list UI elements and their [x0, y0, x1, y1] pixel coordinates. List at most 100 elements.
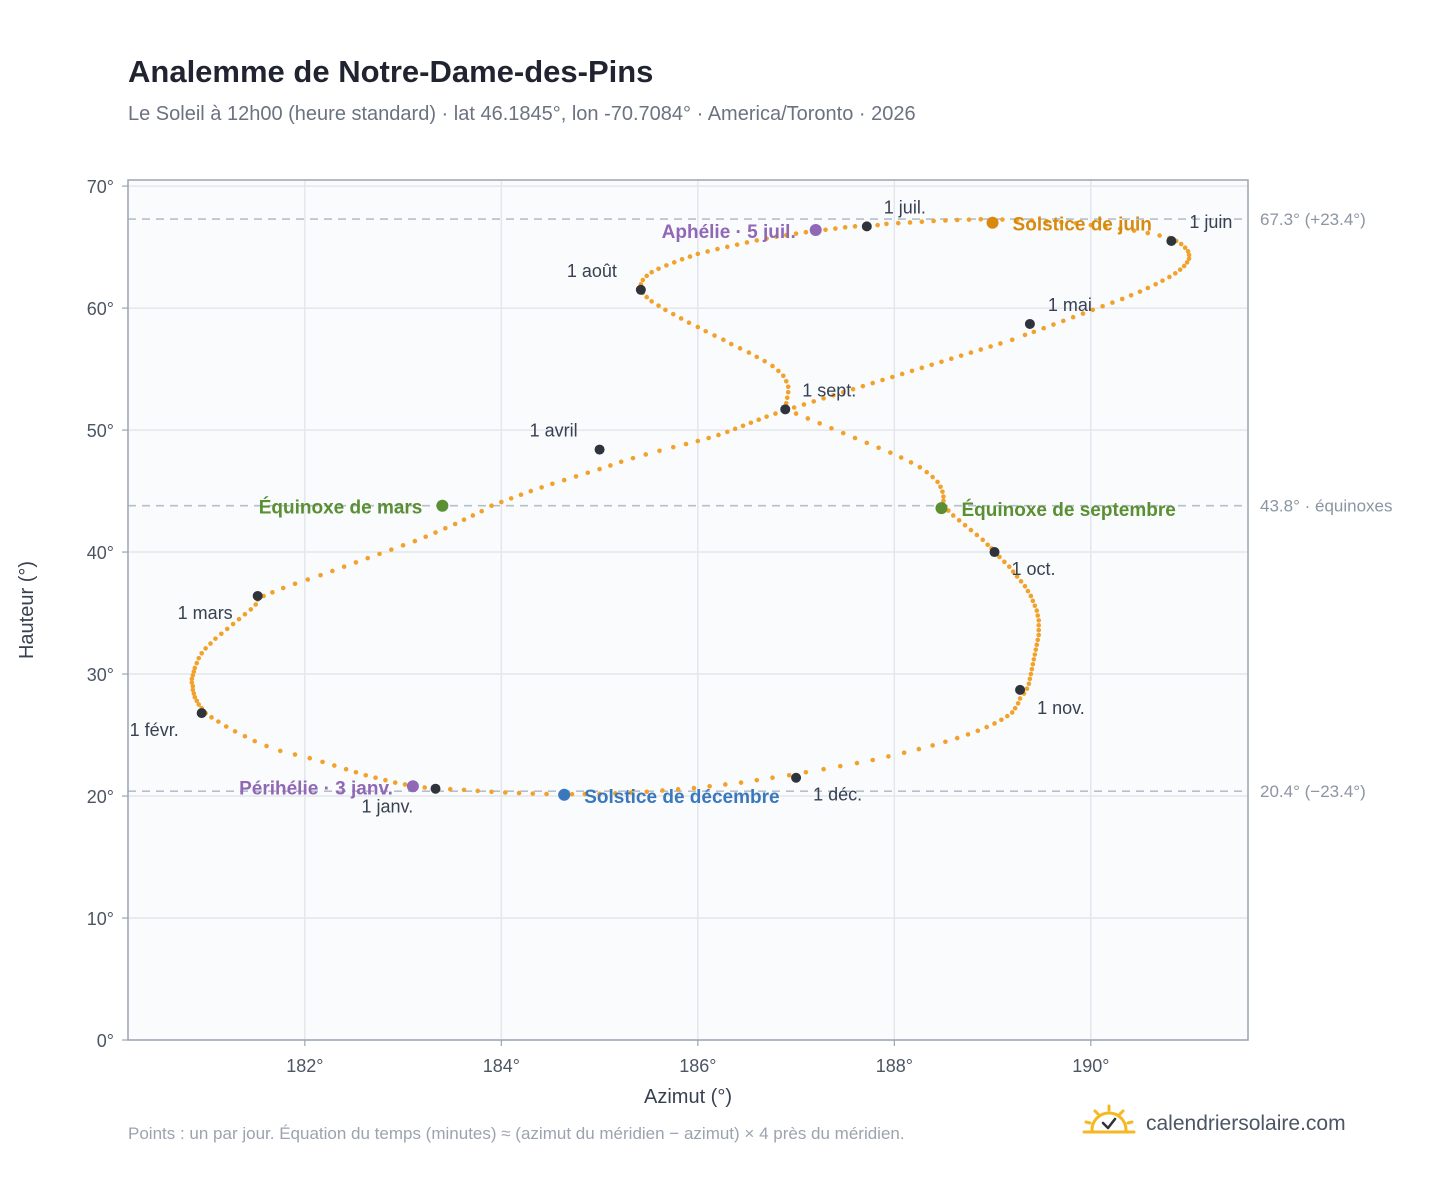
x-tick-label: 188° [876, 1056, 913, 1076]
month-markers: 1 janv. 1 févr. 1 mars 1 avril 1 mai 1 juin 1 … [130, 197, 1233, 816]
y-tick-label: 60° [87, 299, 114, 319]
daily-point [817, 421, 822, 426]
daily-point [649, 269, 654, 275]
daily-point [978, 216, 984, 222]
daily-point [597, 791, 602, 797]
daily-point [679, 256, 685, 262]
daily-point [242, 611, 248, 617]
daily-point [941, 494, 946, 499]
month-label: 1 mars [178, 603, 233, 623]
daily-point [1080, 311, 1086, 316]
event-marker [406, 780, 419, 793]
daily-point [530, 791, 536, 796]
daily-point [318, 572, 323, 578]
event-label: Périhélie · 3 janv. [239, 778, 393, 799]
month-label: 1 juil. [884, 197, 926, 217]
x-tick-label: 184° [483, 1056, 520, 1076]
month-label: 1 sept. [802, 380, 856, 400]
daily-point [264, 743, 269, 749]
daily-point [1070, 314, 1076, 320]
daily-point [305, 577, 311, 582]
daily-point [703, 328, 708, 334]
daily-point [1145, 285, 1151, 291]
daily-point [452, 521, 458, 527]
brand[interactable]: calendriersolaire.com [1082, 1104, 1346, 1143]
brand-name[interactable]: calendriersolaire.com [1146, 1111, 1346, 1135]
daily-point [209, 715, 214, 720]
daily-point [880, 377, 885, 383]
daily-point [253, 602, 259, 607]
daily-point [1103, 224, 1108, 230]
daily-point [748, 420, 754, 426]
daily-point [190, 687, 196, 693]
daily-point [1117, 226, 1123, 232]
event-marker [986, 216, 999, 229]
daily-point [656, 303, 661, 308]
y-tick-label: 10° [87, 909, 114, 929]
daily-point [1028, 593, 1034, 599]
daily-point [461, 517, 467, 523]
daily-point [1022, 332, 1028, 338]
daily-point [754, 777, 760, 783]
x-tick-label: 182° [286, 1056, 323, 1076]
daily-point [539, 485, 544, 490]
daily-point [192, 665, 198, 671]
daily-point [630, 455, 636, 461]
daily-point [671, 260, 677, 265]
y-axis-label: Hauteur (°) [16, 561, 38, 659]
daily-point [1182, 245, 1188, 251]
daily-point [965, 732, 971, 737]
month-label: 1 avril [530, 421, 578, 441]
daily-point [649, 299, 654, 304]
daily-point [1073, 221, 1079, 226]
daily-point [479, 508, 484, 514]
reference-lines: 67.3° (+23.4°) 43.8° · équinoxes 20.4° (−2… [128, 210, 1393, 801]
daily-point [270, 590, 275, 595]
daily-point [707, 783, 712, 789]
daily-point [695, 324, 701, 330]
event-label: Aphélie · 5 juil. [662, 222, 796, 243]
event-label: Équinoxe de septembre [961, 499, 1175, 521]
daily-point [1044, 218, 1049, 224]
daily-point [821, 766, 826, 772]
daily-point [219, 631, 224, 637]
daily-point [734, 242, 740, 247]
daily-point [754, 238, 760, 243]
daily-point [1034, 608, 1040, 613]
daily-point [194, 660, 200, 666]
daily-point [695, 438, 701, 444]
daily-point [573, 474, 579, 479]
daily-point [1032, 603, 1038, 609]
month-marker [791, 772, 802, 783]
daily-point [644, 273, 650, 279]
daily-point [980, 537, 986, 543]
daily-point [608, 463, 613, 468]
daily-point [943, 739, 948, 745]
daily-point [1028, 671, 1034, 677]
daily-point [908, 460, 914, 465]
daily-point [489, 789, 494, 795]
month-label: 1 janv. [362, 797, 414, 817]
daily-point [236, 616, 242, 622]
daily-point [1090, 307, 1096, 313]
daily-point [929, 362, 934, 368]
daily-point [968, 527, 974, 533]
daily-point [728, 341, 734, 347]
daily-point [783, 232, 789, 238]
daily-point [998, 341, 1003, 346]
daily-point [392, 780, 398, 785]
daily-point [675, 787, 681, 792]
plot-frame [127, 179, 1249, 1041]
daily-point [196, 655, 202, 661]
daily-point [1172, 271, 1178, 276]
daily-point [687, 254, 693, 259]
daily-point [770, 363, 775, 369]
daily-point [791, 405, 797, 410]
daily-point [924, 469, 930, 475]
daily-point [774, 234, 779, 240]
event-label: Solstice de décembre [584, 787, 779, 808]
daily-point [992, 721, 997, 726]
daily-point [353, 769, 359, 775]
daily-point [811, 399, 817, 404]
daily-point [1088, 222, 1094, 228]
